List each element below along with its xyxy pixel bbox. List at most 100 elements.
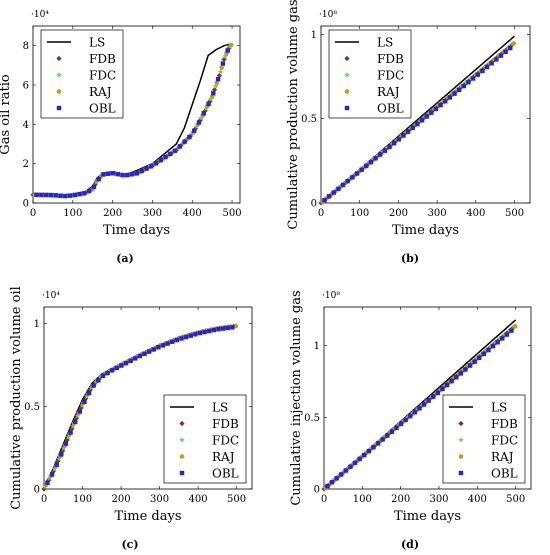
x-tick-label: 0 <box>41 494 47 505</box>
marker-obl <box>179 336 184 341</box>
marker-fdc <box>60 445 67 451</box>
marker-obl <box>431 394 436 399</box>
marker-obl <box>215 76 221 82</box>
marker-obl <box>470 76 476 81</box>
marker-obl <box>63 441 69 446</box>
marker-obl <box>216 326 221 332</box>
marker-fdc <box>458 437 464 443</box>
x-tick-label: 400 <box>466 208 485 219</box>
x-axis-label: Time days <box>392 223 459 238</box>
marker-obl <box>334 476 339 481</box>
legend-label-raj: RAJ <box>89 85 112 99</box>
marker-fdb <box>64 437 70 443</box>
marker-obl <box>49 472 55 477</box>
marker-obl <box>153 161 159 166</box>
x-tick-label: 300 <box>143 208 162 219</box>
marker-obl <box>394 425 399 430</box>
marker-fdc <box>212 83 219 89</box>
marker-obl <box>494 57 499 62</box>
marker-obl <box>359 167 364 172</box>
marker-obl <box>151 347 156 352</box>
marker-obl <box>354 171 360 176</box>
marker-obl <box>389 429 395 434</box>
legend: LS FDB FDC RAJ OBL <box>40 29 124 119</box>
marker-fdc <box>198 115 205 121</box>
marker-raj <box>214 80 220 85</box>
marker-fdc <box>70 423 76 429</box>
marker-obl <box>461 83 467 89</box>
legend-label-ls: LS <box>377 36 393 50</box>
marker-obl <box>68 430 73 435</box>
marker-obl <box>119 363 124 368</box>
legend-label-raj: RAJ <box>212 450 235 464</box>
y-axis-label: Cumulative production volume oil <box>9 286 24 510</box>
plot-frame <box>320 25 531 204</box>
y-tick-label: 0 <box>34 485 40 496</box>
marker-obl <box>168 151 173 157</box>
x-tick-label: 100 <box>350 208 369 219</box>
marker-fdb <box>179 420 185 427</box>
marker-raj <box>228 42 234 48</box>
legend-label-fdb: FDB <box>212 417 239 431</box>
marker-fdc <box>179 437 185 443</box>
marker-obl <box>429 110 434 115</box>
marker-obl <box>48 192 54 198</box>
marker-obl <box>403 417 408 423</box>
marker-obl <box>366 448 372 454</box>
marker-obl <box>177 144 183 149</box>
marker-obl <box>123 360 129 366</box>
y-multiplier: ·10⁸ <box>322 291 340 301</box>
marker-obl <box>477 355 482 361</box>
y-axis-label: Cumulative production volume gas <box>286 0 301 230</box>
marker-obl <box>43 192 49 198</box>
marker-fdc <box>208 96 214 102</box>
x-tick-label: 100 <box>73 494 92 505</box>
series-obl <box>45 325 235 485</box>
marker-obl <box>396 137 401 142</box>
plot-frame <box>323 306 532 490</box>
marker-obl <box>225 325 230 331</box>
y-tick-label: 1 <box>34 319 40 330</box>
x-tick-label: 0 <box>321 494 327 505</box>
marker-obl <box>77 409 83 414</box>
marker-obl <box>58 193 63 198</box>
marker-fdb <box>59 448 66 454</box>
panel-caption: (c) <box>121 538 138 551</box>
marker-obl <box>410 125 415 131</box>
legend-label-obl: OBL <box>491 467 518 481</box>
x-tick-label: 300 <box>428 208 447 219</box>
marker-obl <box>325 483 330 489</box>
chart-panel-d: 0 100 200 300 400 500 0 0.5 1 ·10⁸ Time days Cumula… <box>289 290 532 551</box>
marker-obl <box>77 191 82 197</box>
marker-obl <box>449 378 454 384</box>
marker-obl <box>444 382 450 388</box>
marker-obl <box>508 45 513 51</box>
marker-obl <box>489 61 494 66</box>
marker-obl <box>192 128 197 133</box>
x-axis-label: Time days <box>103 223 170 238</box>
marker-obl <box>419 118 425 123</box>
marker-obl <box>484 64 490 70</box>
legend-label-ls: LS <box>212 401 228 415</box>
x-tick-label: 100 <box>353 494 372 505</box>
marker-raj <box>344 89 350 94</box>
x-tick-label: 200 <box>389 208 408 219</box>
marker-obl <box>67 193 73 198</box>
marker-obl <box>196 120 202 125</box>
legend-box <box>40 29 124 119</box>
marker-raj <box>56 89 62 94</box>
marker-obl <box>433 106 439 112</box>
marker-obl <box>480 68 485 74</box>
marker-fdb <box>50 468 56 475</box>
marker-obl <box>137 353 143 359</box>
marker-fdc <box>217 68 224 75</box>
y-tick-label: 8 <box>23 41 29 52</box>
y-multiplier: ·10⁴ <box>42 291 60 301</box>
x-tick-label: 500 <box>222 208 241 219</box>
marker-obl <box>170 339 175 344</box>
marker-obl <box>345 178 350 184</box>
legend-box <box>163 394 247 484</box>
marker-obl <box>486 347 491 353</box>
marker-obl <box>339 472 344 477</box>
